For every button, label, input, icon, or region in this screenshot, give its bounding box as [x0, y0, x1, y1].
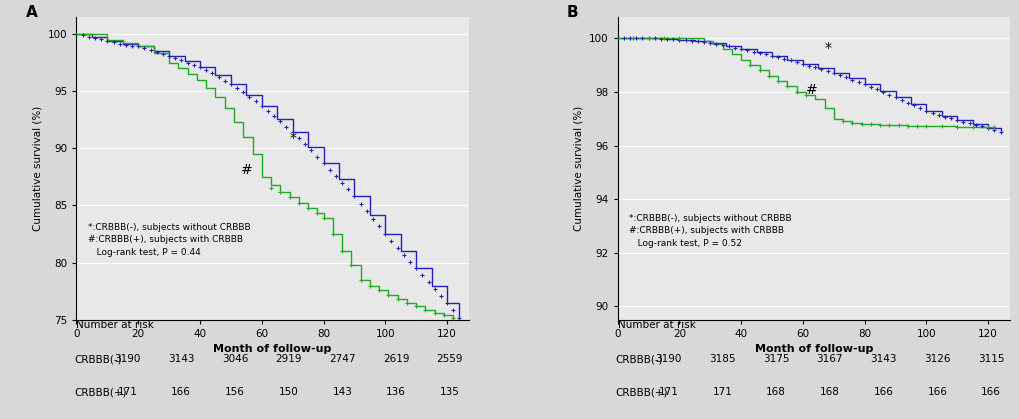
- Text: 3167: 3167: [816, 354, 843, 365]
- Text: 2559: 2559: [436, 354, 463, 365]
- Text: CRBBB(-): CRBBB(-): [74, 354, 122, 365]
- Text: #: #: [805, 83, 817, 97]
- Text: 166: 166: [171, 388, 191, 397]
- Y-axis label: Cumulative survival (%): Cumulative survival (%): [33, 106, 42, 231]
- Text: 136: 136: [386, 388, 406, 397]
- Text: 3190: 3190: [655, 354, 681, 365]
- Text: 171: 171: [658, 388, 678, 397]
- Text: Number at risk: Number at risk: [76, 320, 154, 330]
- Text: *:CRBBB(-), subjects without CRBBB
#:CRBBB(+), subjects with CRBBB
   Log-rank t: *:CRBBB(-), subjects without CRBBB #:CRB…: [629, 214, 792, 248]
- Text: #: #: [240, 163, 252, 177]
- Text: 3143: 3143: [869, 354, 896, 365]
- Text: 156: 156: [225, 388, 245, 397]
- Text: 166: 166: [980, 388, 1000, 397]
- Text: 168: 168: [765, 388, 786, 397]
- Text: CRBBB(-): CRBBB(-): [615, 354, 662, 365]
- Text: 3046: 3046: [221, 354, 248, 365]
- Text: 171: 171: [117, 388, 138, 397]
- Text: *: *: [823, 41, 830, 55]
- Text: 2619: 2619: [382, 354, 409, 365]
- Text: 168: 168: [819, 388, 839, 397]
- Text: 166: 166: [872, 388, 893, 397]
- Text: CRBBB(+): CRBBB(+): [615, 388, 667, 397]
- Text: *: *: [288, 131, 296, 145]
- Text: 150: 150: [278, 388, 299, 397]
- Text: 3175: 3175: [762, 354, 789, 365]
- Text: 166: 166: [926, 388, 947, 397]
- Text: 2747: 2747: [329, 354, 356, 365]
- Text: 171: 171: [711, 388, 732, 397]
- Text: *:CRBBB(-), subjects without CRBBB
#:CRBBB(+), subjects with CRBBB
   Log-rank t: *:CRBBB(-), subjects without CRBBB #:CRB…: [89, 223, 251, 257]
- Y-axis label: Cumulative survival (%): Cumulative survival (%): [573, 106, 583, 231]
- Text: 2919: 2919: [275, 354, 302, 365]
- Text: Number at risk: Number at risk: [618, 320, 695, 330]
- Text: 3143: 3143: [168, 354, 195, 365]
- Text: 143: 143: [332, 388, 352, 397]
- Text: 3190: 3190: [114, 354, 141, 365]
- Text: 3126: 3126: [923, 354, 950, 365]
- X-axis label: Month of follow-up: Month of follow-up: [754, 344, 872, 354]
- Text: 3185: 3185: [708, 354, 735, 365]
- Text: 135: 135: [439, 388, 460, 397]
- Text: A: A: [25, 5, 38, 20]
- Text: B: B: [567, 5, 578, 20]
- Text: CRBBB(+): CRBBB(+): [74, 388, 127, 397]
- X-axis label: Month of follow-up: Month of follow-up: [213, 344, 331, 354]
- Text: 3115: 3115: [977, 354, 1004, 365]
